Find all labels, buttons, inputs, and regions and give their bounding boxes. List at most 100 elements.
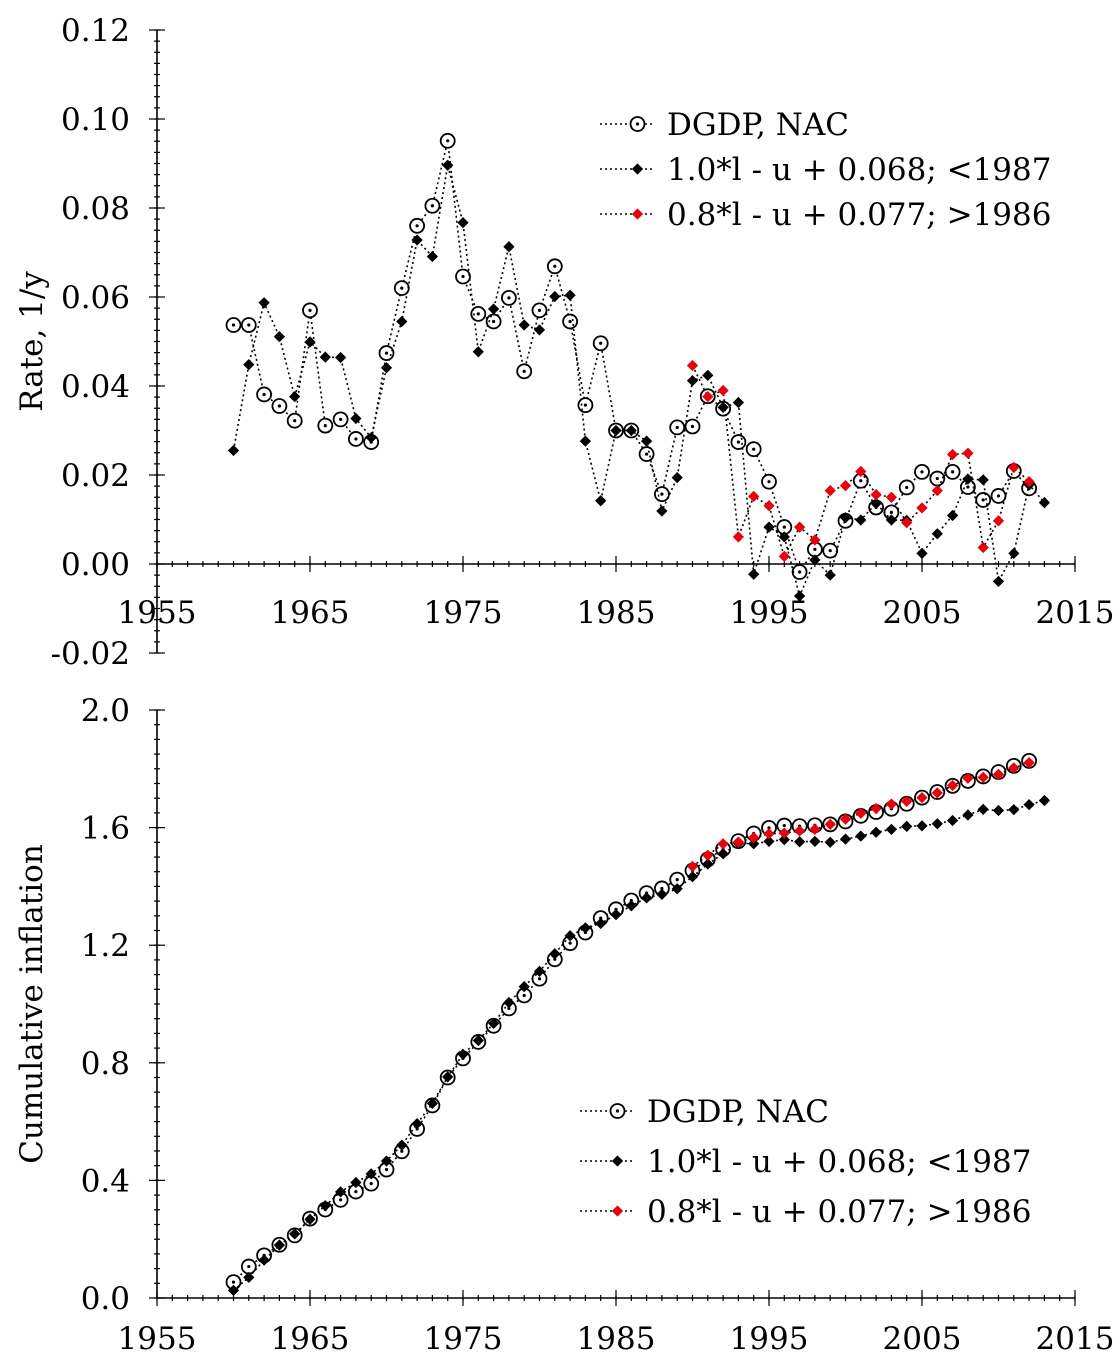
data-point xyxy=(946,814,959,827)
data-point xyxy=(992,804,1005,817)
data-point xyxy=(809,823,821,835)
legend: DGDP, NAC 1.0*l - u + 0.068; <1987 0.8*l -… xyxy=(600,107,1051,233)
y-tick-label: 0.8 xyxy=(81,1046,130,1082)
data-point xyxy=(289,1228,301,1240)
data-point xyxy=(931,787,943,799)
data-point xyxy=(931,484,943,497)
data-point xyxy=(518,981,530,993)
data-point xyxy=(717,848,729,860)
legend-label: 1.0*l - u + 0.068; <1987 xyxy=(647,1144,1031,1180)
data-point xyxy=(977,474,989,486)
data-point xyxy=(855,830,867,842)
data-point xyxy=(824,818,836,830)
x-tick-label: 1955 xyxy=(118,595,197,631)
data-point xyxy=(533,324,546,336)
data-point xyxy=(730,434,747,450)
data-point xyxy=(929,470,946,487)
data-point xyxy=(931,818,943,830)
data-point xyxy=(656,505,668,517)
data-point xyxy=(595,917,607,930)
data-point xyxy=(380,362,393,374)
data-point xyxy=(656,888,668,900)
data-point xyxy=(870,826,882,838)
legend-marker xyxy=(611,1155,624,1167)
data-point xyxy=(225,317,242,333)
legend: DGDP, NAC 1.0*l - u + 0.068; <1987 0.8*l -… xyxy=(580,1094,1031,1230)
data-point xyxy=(472,346,484,358)
data-point xyxy=(334,351,347,364)
data-point xyxy=(793,825,806,837)
data-point xyxy=(809,835,821,848)
series-2 xyxy=(686,757,1035,873)
data-point xyxy=(302,302,318,319)
data-point xyxy=(396,315,408,328)
y-axis-title: Cumulative inflation xyxy=(14,844,50,1164)
data-point xyxy=(409,217,426,234)
data-point xyxy=(654,486,670,503)
data-point xyxy=(564,289,576,301)
data-point xyxy=(271,398,288,414)
data-point xyxy=(411,1118,423,1130)
data-point xyxy=(793,521,806,533)
data-point xyxy=(992,575,1005,587)
y-tick-label: -0.02 xyxy=(51,636,131,672)
legend-marker xyxy=(629,116,646,132)
data-point xyxy=(962,809,974,821)
data-point xyxy=(763,835,775,848)
x-tick-label: 1975 xyxy=(424,595,503,631)
data-point xyxy=(702,849,714,861)
data-point xyxy=(595,495,607,507)
data-point xyxy=(564,930,576,942)
data-point xyxy=(243,1271,255,1284)
data-point xyxy=(977,803,989,815)
data-point xyxy=(946,448,959,461)
data-point xyxy=(319,351,331,363)
data-point xyxy=(365,1168,377,1180)
data-point xyxy=(885,798,898,810)
legend-marker xyxy=(631,163,644,175)
data-point xyxy=(579,435,592,447)
data-point xyxy=(286,412,303,429)
data-point xyxy=(717,838,729,850)
data-point xyxy=(686,860,699,873)
y-tick-label: 0.04 xyxy=(61,369,130,405)
legend-marker xyxy=(631,208,644,220)
y-tick-label: 2.0 xyxy=(81,693,130,729)
data-point xyxy=(977,771,989,783)
data-point xyxy=(809,534,821,546)
data-point xyxy=(424,197,441,214)
data-point xyxy=(901,516,913,529)
data-point xyxy=(1023,757,1035,769)
data-point xyxy=(1023,476,1035,488)
data-point xyxy=(258,1254,270,1266)
legend-label: 0.8*l - u + 0.077; >1986 xyxy=(647,1194,1031,1230)
rate-panel: -0.02 0.00 0.02 0.04 0.06 0.08 0.10 0.12 1955 196… xyxy=(14,13,1114,672)
y-tick-label: 1.6 xyxy=(81,811,130,847)
data-point xyxy=(732,531,745,543)
y-tick-label: 0.08 xyxy=(61,191,130,227)
data-point xyxy=(546,258,563,275)
data-point xyxy=(396,1139,408,1151)
data-point xyxy=(487,303,500,315)
data-point xyxy=(855,514,867,526)
data-point xyxy=(778,834,790,846)
data-point xyxy=(243,359,255,371)
data-point xyxy=(870,802,882,815)
data-point xyxy=(350,1176,362,1189)
data-point xyxy=(240,317,257,333)
data-point xyxy=(304,1213,316,1225)
data-point xyxy=(1008,762,1020,774)
data-point xyxy=(319,1200,331,1212)
data-point xyxy=(944,463,961,480)
data-point xyxy=(350,412,362,425)
data-point xyxy=(763,500,775,512)
data-point xyxy=(500,289,517,306)
x-tick-label: 1955 xyxy=(118,1321,197,1357)
data-point xyxy=(640,435,653,447)
data-point xyxy=(1038,496,1051,509)
data-point xyxy=(1023,799,1035,811)
data-point xyxy=(347,431,364,447)
data-point xyxy=(962,772,974,784)
x-tick-label: 1965 xyxy=(271,595,350,631)
data-point xyxy=(487,1017,500,1030)
